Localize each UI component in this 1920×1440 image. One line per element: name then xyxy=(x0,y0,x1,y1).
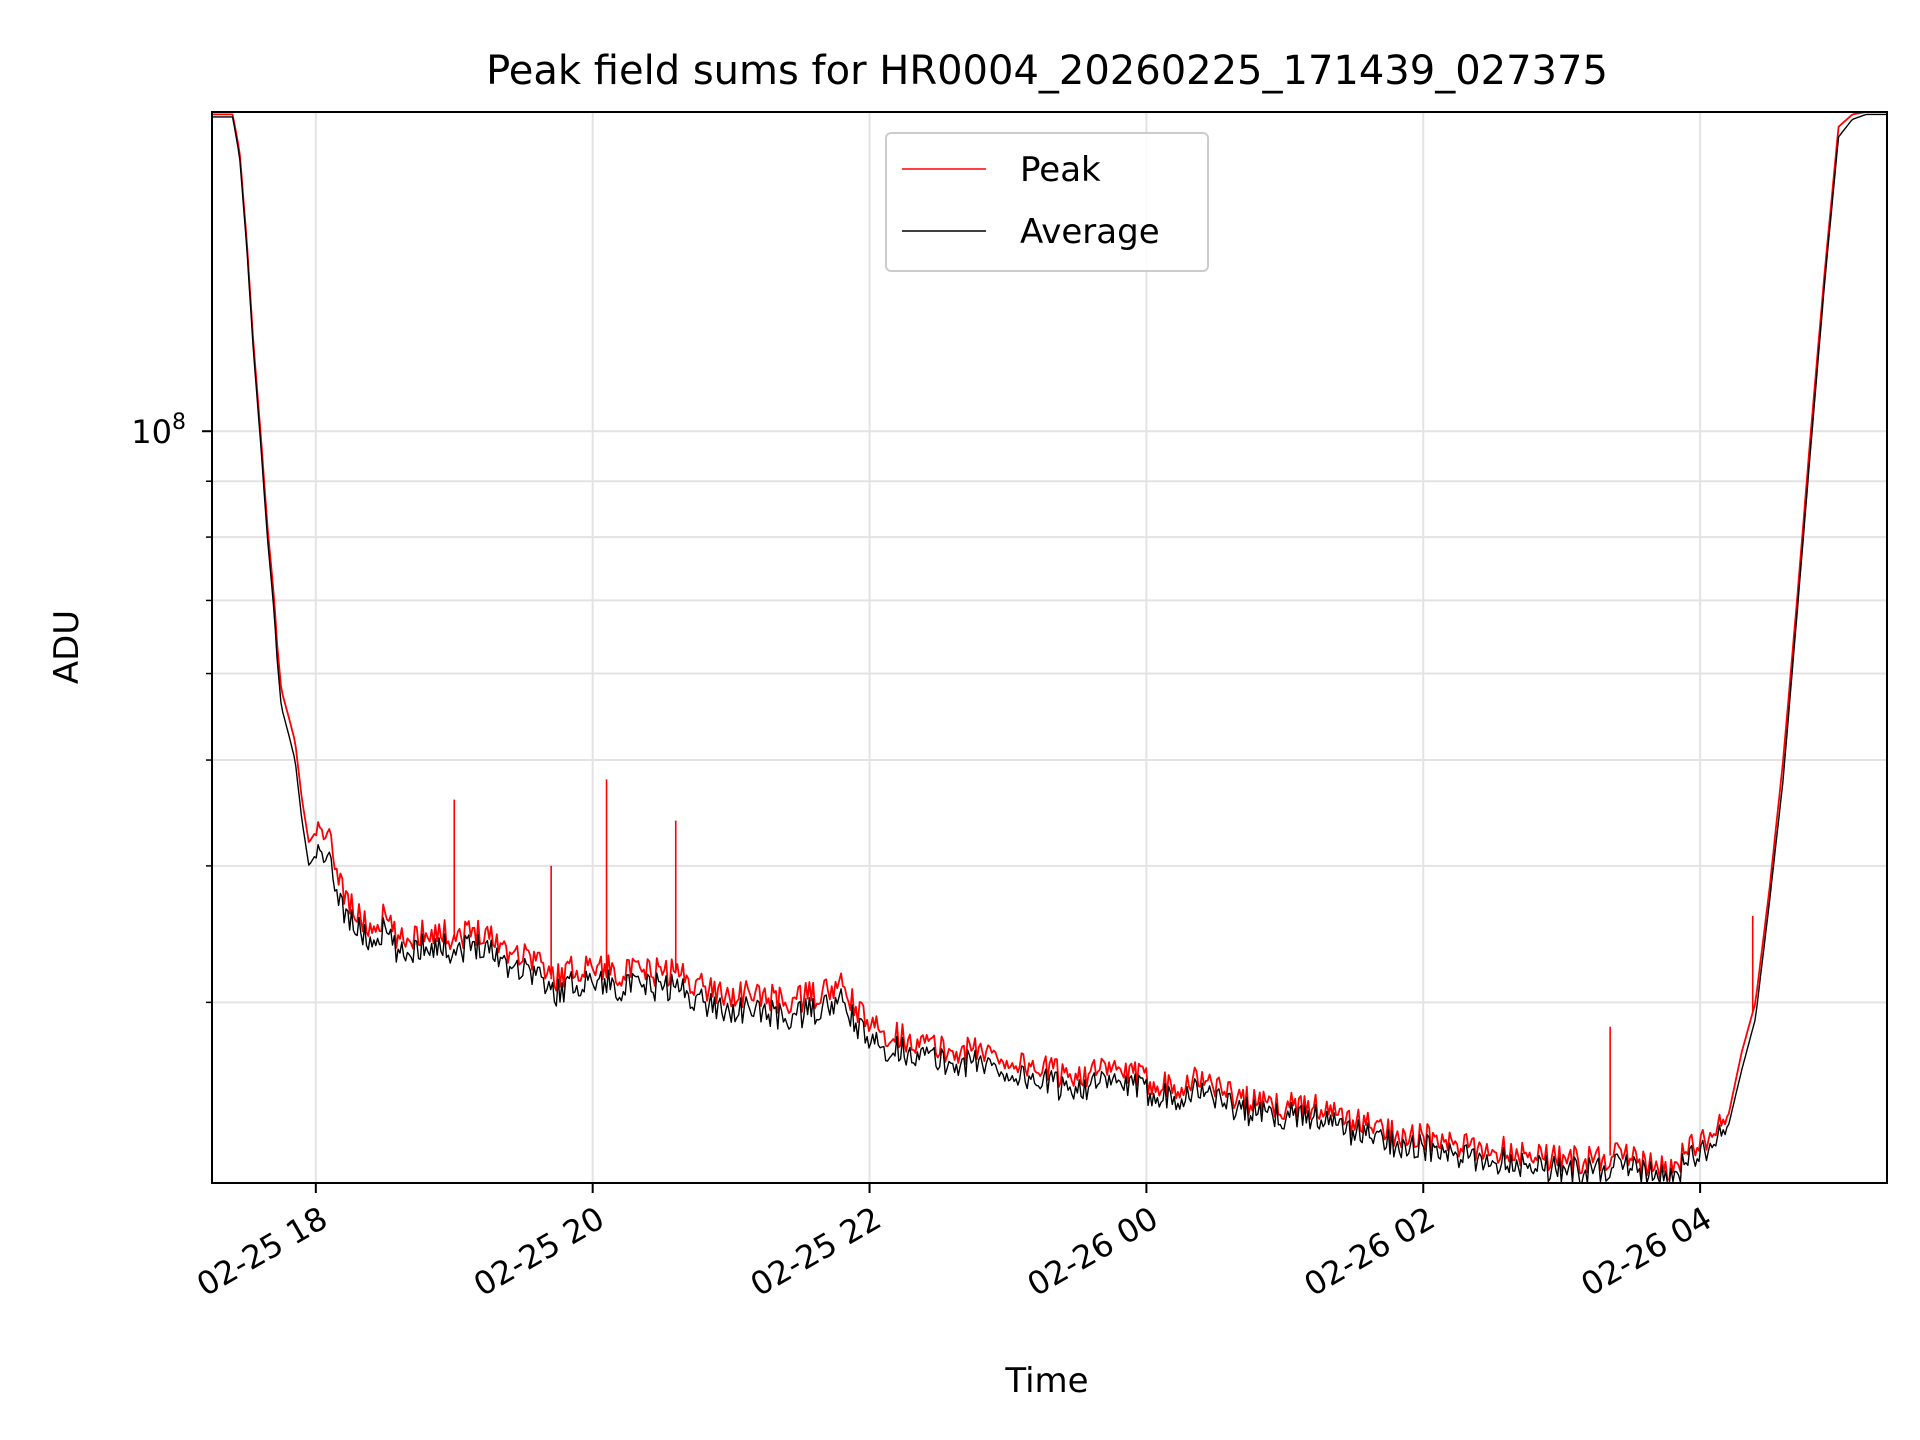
legend-label-average: Average xyxy=(1020,212,1160,252)
series-line-peak xyxy=(212,111,1887,1181)
chart-title: Peak field sums for HR0004_20260225_1714… xyxy=(486,48,1608,94)
y-axis-label: ADU xyxy=(47,610,87,684)
grid xyxy=(212,112,1887,1183)
legend-box xyxy=(885,132,1209,272)
x-axis-label: Time xyxy=(1004,1361,1088,1401)
legend-label-peak: Peak xyxy=(1020,150,1101,190)
y-tick-label: 108 xyxy=(131,410,186,451)
plot-frame xyxy=(211,111,1888,1184)
y-axis: 108 xyxy=(131,410,212,1004)
legend: Peak Average xyxy=(885,132,1209,272)
series-line-average xyxy=(212,113,1887,1184)
plot-series xyxy=(212,111,1887,1184)
